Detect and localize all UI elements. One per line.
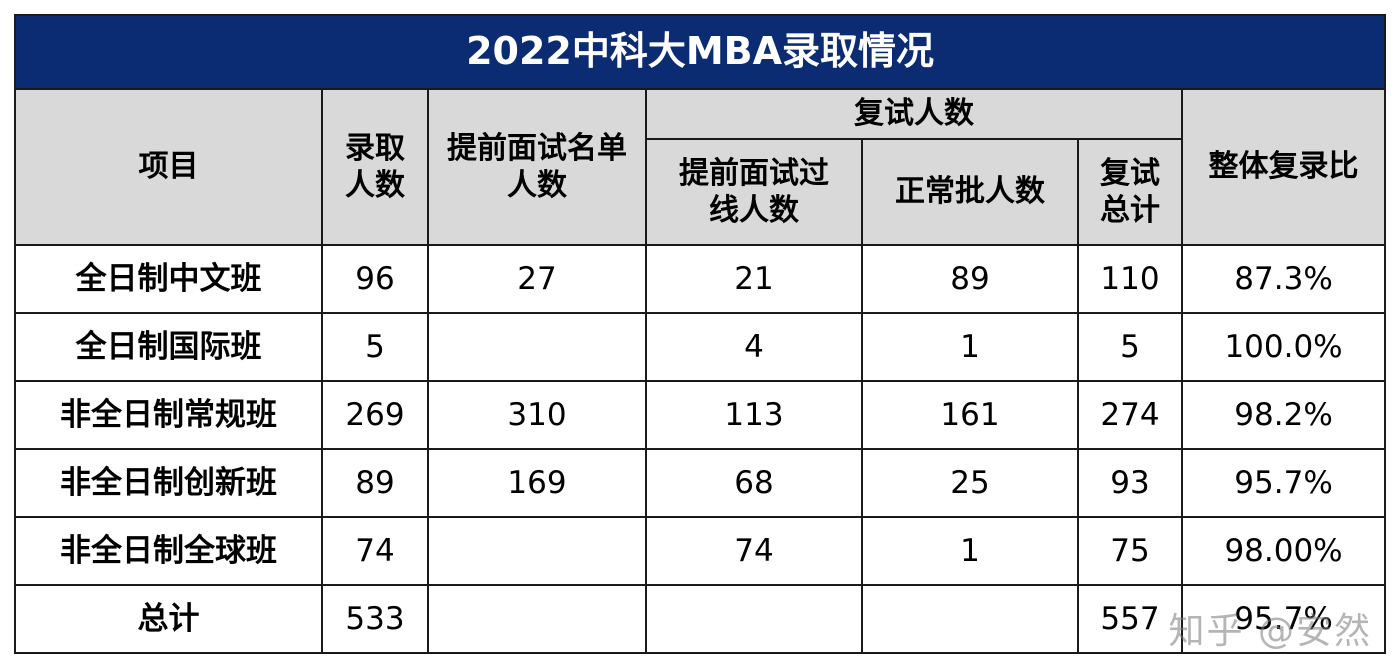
cell-retest-total: 557 xyxy=(1077,584,1183,654)
table-row: 非全日制常规班 269 310 113 161 274 98.2% xyxy=(14,380,1387,450)
cell-early-list xyxy=(427,584,647,654)
header-retest-total: 复试 总计 xyxy=(1077,138,1183,246)
table-row: 全日制中文班 96 27 21 89 110 87.3% xyxy=(14,244,1387,314)
header-early-pass: 提前面试过 线人数 xyxy=(645,138,863,246)
row-label: 全日制中文班 xyxy=(14,244,323,314)
row-label: 非全日制创新班 xyxy=(14,448,323,518)
table-title: 2022中科大MBA录取情况 xyxy=(13,14,1387,90)
cell-ratio: 100.0% xyxy=(1180,312,1387,382)
cell-early-list: 310 xyxy=(427,380,647,450)
cell-early-pass: 21 xyxy=(645,244,863,314)
table-row: 全日制国际班 5 4 1 5 100.0% xyxy=(14,312,1387,382)
cell-retest-total: 5 xyxy=(1077,312,1183,382)
admission-table: 2022中科大MBA录取情况 项目 录取 人数 提前面试名单 人数 复试人数 整… xyxy=(13,14,1387,654)
cell-normal-batch xyxy=(861,584,1079,654)
cell-retest-total: 274 xyxy=(1077,380,1183,450)
cell-retest-total: 75 xyxy=(1077,516,1183,586)
cell-admitted: 5 xyxy=(321,312,429,382)
cell-early-pass: 113 xyxy=(645,380,863,450)
cell-normal-batch: 1 xyxy=(861,516,1079,586)
header-overall-ratio: 整体复录比 xyxy=(1180,88,1387,246)
cell-ratio: 98.00% xyxy=(1180,516,1387,586)
cell-normal-batch: 89 xyxy=(861,244,1079,314)
row-label: 全日制国际班 xyxy=(14,312,323,382)
cell-retest-total: 93 xyxy=(1077,448,1183,518)
header-early-list: 提前面试名单 人数 xyxy=(427,88,647,246)
cell-ratio: 87.3% xyxy=(1180,244,1387,314)
header-admitted: 录取 人数 xyxy=(321,88,429,246)
header-normal-batch: 正常批人数 xyxy=(861,138,1079,246)
cell-ratio: 95.7% xyxy=(1180,584,1387,654)
cell-early-list xyxy=(427,312,647,382)
header-retest-group: 复试人数 xyxy=(645,88,1183,140)
row-label: 非全日制常规班 xyxy=(14,380,323,450)
header-project: 项目 xyxy=(14,88,323,246)
cell-admitted: 269 xyxy=(321,380,429,450)
cell-early-list xyxy=(427,516,647,586)
cell-early-pass: 68 xyxy=(645,448,863,518)
table-row-total: 总计 533 557 95.7% xyxy=(14,584,1387,654)
cell-early-pass: 4 xyxy=(645,312,863,382)
cell-ratio: 98.2% xyxy=(1180,380,1387,450)
cell-early-list: 27 xyxy=(427,244,647,314)
cell-admitted: 533 xyxy=(321,584,429,654)
cell-admitted: 96 xyxy=(321,244,429,314)
table-row: 非全日制创新班 89 169 68 25 93 95.7% xyxy=(14,448,1387,518)
cell-early-pass: 74 xyxy=(645,516,863,586)
cell-retest-total: 110 xyxy=(1077,244,1183,314)
row-label: 非全日制全球班 xyxy=(14,516,323,586)
cell-ratio: 95.7% xyxy=(1180,448,1387,518)
cell-early-list: 169 xyxy=(427,448,647,518)
row-label: 总计 xyxy=(14,584,323,654)
table-row: 非全日制全球班 74 74 1 75 98.00% xyxy=(14,516,1387,586)
cell-admitted: 74 xyxy=(321,516,429,586)
cell-normal-batch: 161 xyxy=(861,380,1079,450)
cell-normal-batch: 1 xyxy=(861,312,1079,382)
cell-normal-batch: 25 xyxy=(861,448,1079,518)
cell-admitted: 89 xyxy=(321,448,429,518)
cell-early-pass xyxy=(645,584,863,654)
